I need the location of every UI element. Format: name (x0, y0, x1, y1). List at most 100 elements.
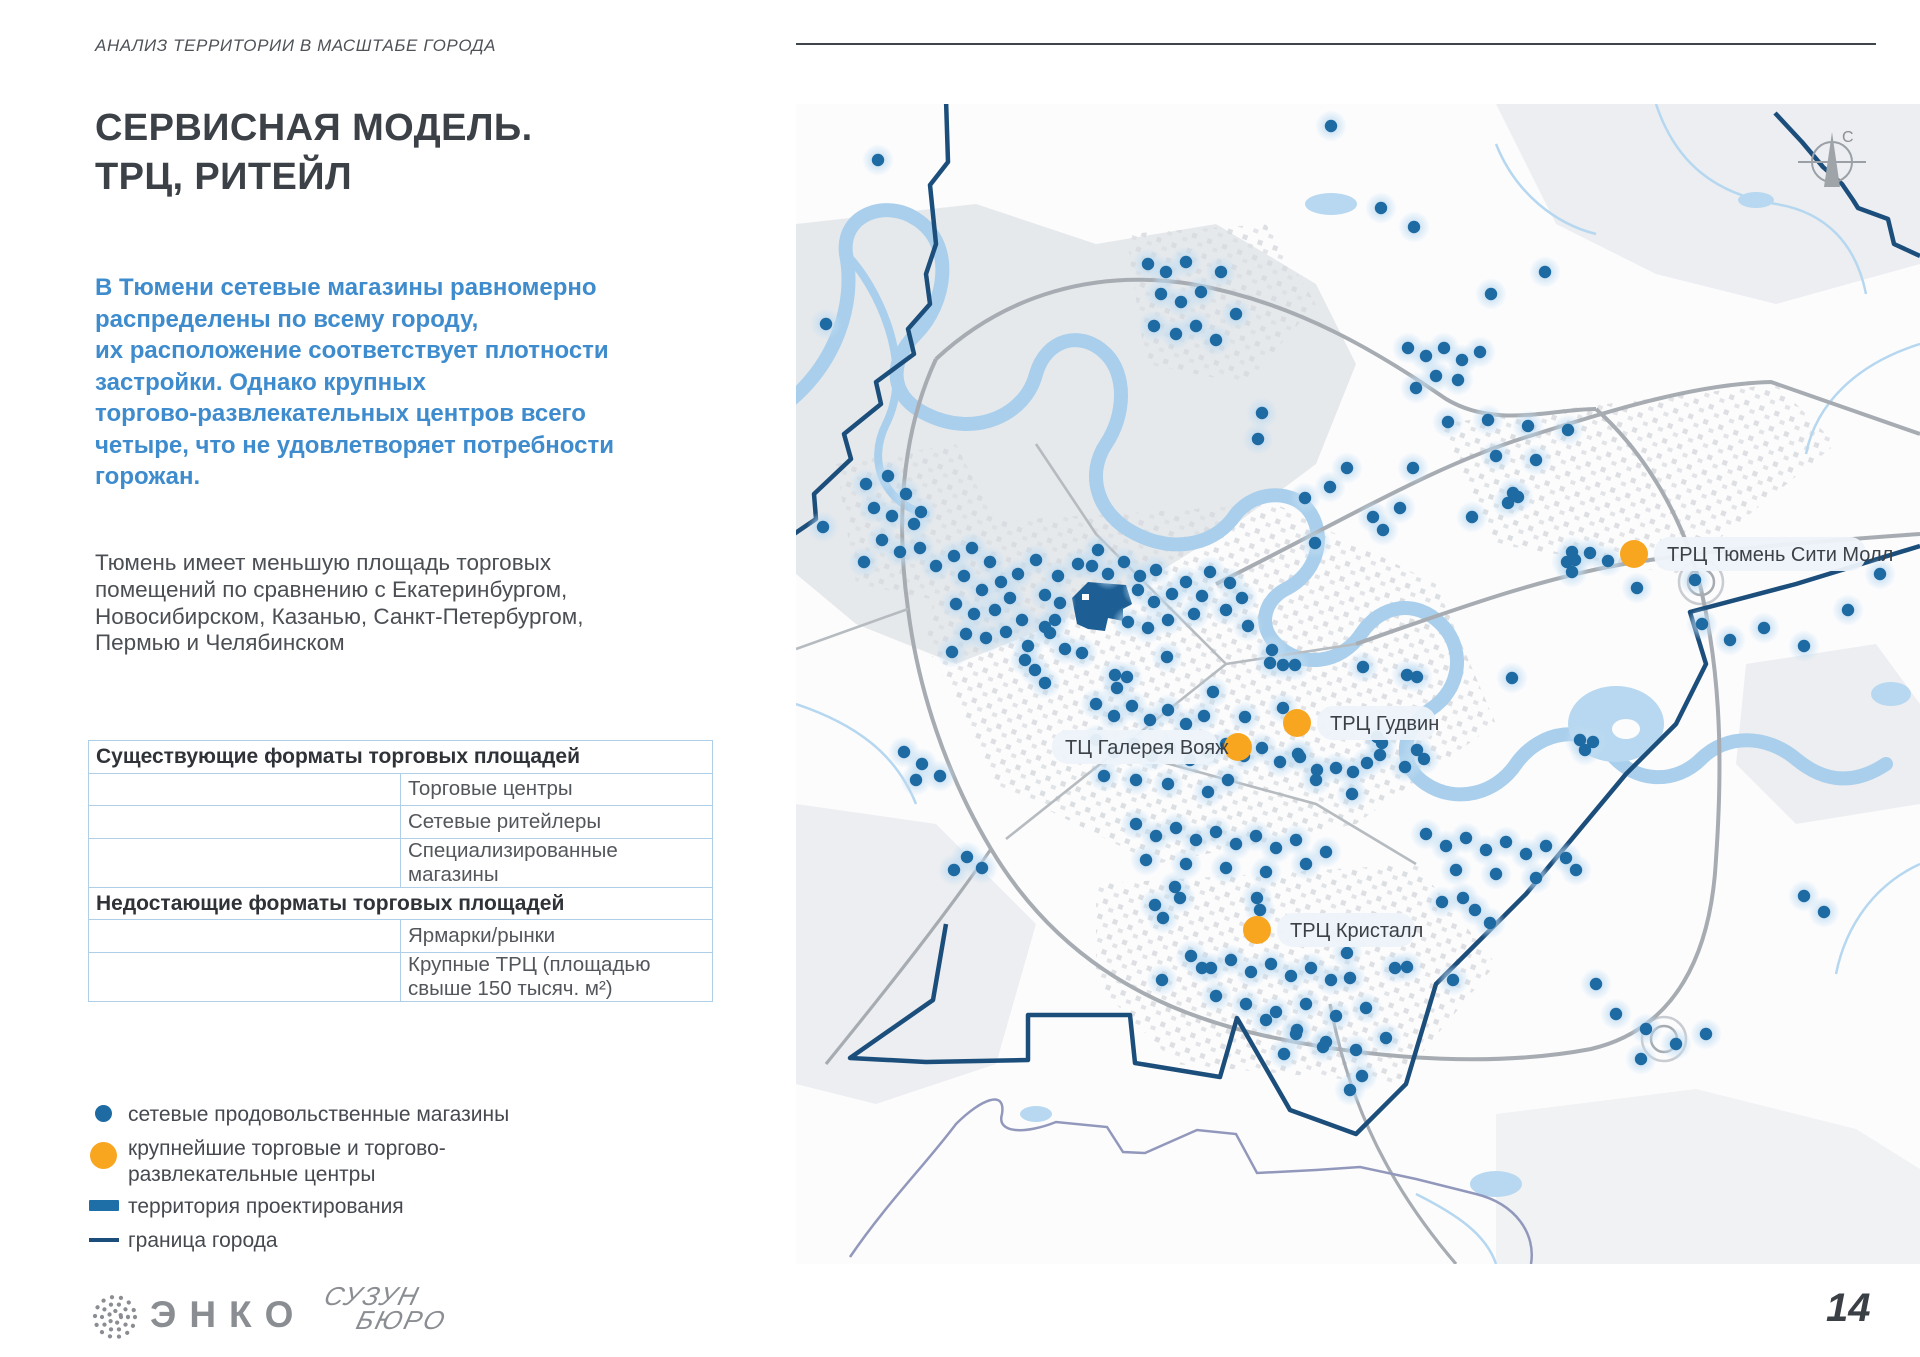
store-dot (1349, 1043, 1363, 1057)
store-dot (1159, 265, 1173, 279)
store-dot (1519, 847, 1533, 861)
store-dot (1441, 415, 1455, 429)
store-dot (1194, 285, 1208, 299)
store-dot (1206, 685, 1220, 699)
store-dot (959, 627, 973, 641)
mall-marker (1620, 540, 1648, 568)
store-dot (1409, 381, 1423, 395)
store-dot (1203, 565, 1217, 579)
legend-item-line: граница города (88, 1228, 278, 1254)
store-dot (1238, 710, 1252, 724)
store-dot (1174, 295, 1188, 309)
store-dot (933, 769, 947, 783)
store-dot (1028, 663, 1042, 677)
store-dot (1379, 1031, 1393, 1045)
mall-label-pill (1277, 913, 1415, 947)
store-dot (1051, 569, 1065, 583)
store-dot (1250, 891, 1264, 905)
store-dot (907, 517, 921, 531)
store-dot (1583, 546, 1597, 560)
store-dot (975, 583, 989, 597)
legend-label: крупнейшие торговые и торгово- развлекат… (128, 1137, 446, 1186)
store-dot (881, 469, 895, 483)
store-dot (1224, 953, 1238, 967)
store-dot (1568, 553, 1582, 567)
store-dot (1329, 761, 1343, 775)
table-row: Крупные ТРЦ (площадью свыше 150 тысяч. м… (88, 951, 713, 1002)
table-row-label: Специализированные магазины (400, 837, 713, 888)
compass-icon: С (1798, 129, 1866, 187)
store-dot (1291, 747, 1305, 761)
store-dot (1131, 583, 1145, 597)
mall-label: ТЦ Галерея Вояж (1065, 737, 1229, 759)
store-dot (1209, 825, 1223, 839)
map-legend: сетевые продовольственные магазины крупне… (88, 1102, 568, 1262)
page-title-line1: СЕРВИСНАЯ МОДЕЛЬ. (95, 107, 533, 149)
store-dot (1356, 660, 1370, 674)
store-dot (914, 505, 928, 519)
store-dot (1817, 905, 1831, 919)
compass-north-label: С (1842, 129, 1854, 146)
store-dot (1688, 573, 1702, 587)
store-dot (1529, 453, 1543, 467)
store-dot (949, 597, 963, 611)
store-dot (1290, 1023, 1304, 1037)
store-dot (1699, 1027, 1713, 1041)
store-dot (1048, 613, 1062, 627)
intro-body-paragraph: Тюмень имеет меньшую площадь торговых по… (95, 550, 584, 656)
store-dot (1299, 997, 1313, 1011)
store-dot (1277, 1047, 1291, 1061)
store-dot (1165, 587, 1179, 601)
store-dot (1265, 643, 1279, 657)
store-dot (1539, 839, 1553, 853)
store-dot (1359, 1001, 1373, 1015)
malls-layer: ТРЦ Тюмень Сити Молл ТРЦ Гудвин ТЦ Галерея… (1052, 537, 1893, 947)
table-row-label: Ярмарки/рынки (400, 919, 713, 953)
store-dot (1501, 496, 1515, 510)
mall-marker (1224, 733, 1252, 761)
store-dot (915, 757, 929, 771)
store-dot (929, 559, 943, 573)
mall-label: ТРЦ Тюмень Сити Молл (1667, 544, 1893, 566)
store-dot (1468, 903, 1482, 917)
store-dot (1147, 319, 1161, 333)
city-map: ТРЦ Тюмень Сити Молл ТРЦ Гудвин ТЦ Галерея… (796, 104, 1920, 1264)
store-dot (1695, 617, 1709, 631)
store-dot (965, 541, 979, 555)
store-dot (1393, 501, 1407, 515)
enko-logo-text: ЭНКО (150, 1294, 307, 1335)
store-dot (1155, 973, 1169, 987)
store-dot (1419, 349, 1433, 363)
tc-galereya-voyazh: ТЦ Галерея Вояж (1052, 730, 1252, 764)
store-dot (1797, 639, 1811, 653)
store-dot (975, 861, 989, 875)
store-dot (1223, 576, 1237, 590)
store-dot (1578, 743, 1592, 757)
store-dot (1401, 341, 1415, 355)
table-row: Специализированные магазины (88, 837, 713, 888)
store-dot (1284, 969, 1298, 983)
streams (796, 104, 1920, 1264)
store-dot (1634, 1052, 1648, 1066)
store-dot (857, 555, 871, 569)
trc-tyumen-city-mall: ТРЦ Тюмень Сити Молл (1620, 537, 1893, 571)
store-dot (1117, 555, 1131, 569)
store-dot (1239, 997, 1253, 1011)
store-dot (1168, 880, 1182, 894)
store-dot (1269, 1005, 1283, 1019)
store-dot (1309, 773, 1323, 787)
store-dot (1343, 1083, 1357, 1097)
store-dot (1107, 709, 1121, 723)
store-dot (1241, 619, 1255, 633)
store-dot (1329, 1009, 1343, 1023)
store-dot (1456, 891, 1470, 905)
store-dot (1410, 670, 1424, 684)
store-dot (1398, 760, 1412, 774)
store-dot (1209, 989, 1223, 1003)
store-dot (1505, 671, 1519, 685)
formats-table: Существующие форматы торговых площадей То… (88, 740, 713, 1002)
table-icon-cell (88, 951, 401, 1002)
header-rule (796, 43, 1876, 45)
legend-label: сетевые продовольственные магазины (128, 1103, 510, 1126)
mall-label: ТРЦ Кристалл (1290, 920, 1423, 942)
